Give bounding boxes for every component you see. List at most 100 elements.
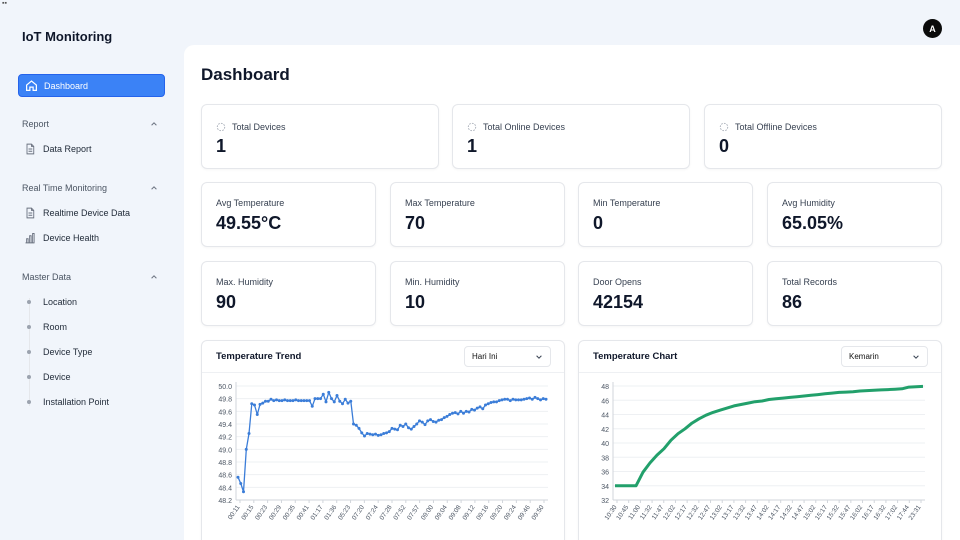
y-tick-label: 42 bbox=[601, 427, 609, 434]
data-point bbox=[250, 402, 254, 406]
chevron-up-icon bbox=[151, 186, 157, 190]
stat-card-total-offline-devices: Total Offline Devices 0 bbox=[704, 104, 942, 169]
data-point bbox=[294, 398, 298, 402]
period-select[interactable]: Hari Ini bbox=[464, 346, 551, 367]
data-point bbox=[536, 397, 540, 401]
y-tick-label: 50.0 bbox=[218, 384, 232, 391]
stat-value: 10 bbox=[405, 292, 426, 312]
data-point bbox=[393, 427, 397, 431]
data-point bbox=[495, 400, 498, 404]
sidebar-item-location[interactable]: Location bbox=[24, 297, 77, 307]
period-select[interactable]: Kemarin bbox=[841, 346, 928, 367]
data-point bbox=[503, 397, 507, 401]
stat-label: Min. Humidity bbox=[405, 277, 460, 287]
card-header: Temperature Chart Kemarin bbox=[579, 341, 941, 373]
y-tick-label: 48.6 bbox=[218, 473, 232, 480]
y-tick-label: 49.8 bbox=[218, 397, 232, 404]
x-tick-label: 09:12 bbox=[461, 504, 476, 522]
avatar[interactable]: A bbox=[923, 19, 942, 38]
y-tick-label: 34 bbox=[601, 484, 609, 491]
x-tick-label: 00:15 bbox=[240, 504, 255, 522]
sidebar-item-device-type[interactable]: Device Type bbox=[24, 347, 92, 357]
data-point bbox=[247, 432, 251, 435]
x-tick-label: 07:28 bbox=[379, 504, 394, 522]
x-tick-label: 00:35 bbox=[282, 504, 297, 522]
stat-card-door-opens: Door Opens 42154 bbox=[578, 261, 753, 326]
data-point bbox=[418, 419, 421, 423]
y-tick-label: 44 bbox=[601, 413, 609, 420]
data-point bbox=[390, 426, 394, 430]
data-point bbox=[308, 399, 311, 403]
data-point bbox=[365, 432, 369, 435]
data-point bbox=[451, 411, 454, 415]
data-point bbox=[442, 416, 446, 420]
data-point bbox=[456, 412, 460, 416]
chevron-down-icon bbox=[536, 355, 542, 359]
temperature-trend-card: Temperature Trend Hari Ini 50.0 49.8 49.6 4… bbox=[201, 340, 565, 540]
section-real-time-monitoring[interactable]: Real Time Monitoring bbox=[22, 183, 158, 193]
sidebar-item-installation-point[interactable]: Installation Point bbox=[24, 397, 109, 407]
data-point bbox=[514, 398, 518, 402]
data-point bbox=[528, 396, 531, 400]
data-point bbox=[327, 390, 331, 394]
data-point bbox=[371, 433, 375, 437]
stat-label: Total Records bbox=[782, 277, 838, 287]
sidebar-item-realtime-device-data[interactable]: Realtime Device Data bbox=[24, 207, 130, 219]
x-tick-label: 09:46 bbox=[517, 504, 532, 522]
data-point bbox=[525, 397, 529, 401]
chart-title: Temperature Trend bbox=[216, 351, 302, 362]
data-point bbox=[376, 433, 380, 437]
data-point bbox=[272, 399, 276, 403]
data-point bbox=[500, 398, 504, 402]
section-master-data[interactable]: Master Data bbox=[22, 272, 158, 282]
window-menu-icon: ▪▪ bbox=[2, 0, 7, 7]
data-point bbox=[387, 430, 391, 434]
sidebar-item-device-health[interactable]: Device Health bbox=[24, 232, 99, 244]
x-tick-label: 23:31 bbox=[908, 504, 923, 522]
sidebar-item-room[interactable]: Room bbox=[24, 322, 67, 332]
data-point bbox=[522, 397, 526, 401]
data-point bbox=[530, 397, 534, 401]
stat-card-avg-humidity: Avg Humidity 65.05% bbox=[767, 182, 942, 247]
x-tick-label: 09:08 bbox=[448, 504, 463, 522]
stat-value: 0 bbox=[719, 136, 730, 156]
stat-label: Total Devices bbox=[232, 122, 286, 132]
data-point bbox=[484, 403, 487, 407]
y-tick-label: 48.8 bbox=[218, 460, 232, 467]
x-tick-label: 07:20 bbox=[351, 504, 366, 522]
data-point bbox=[407, 426, 410, 430]
y-tick-label: 49.6 bbox=[218, 409, 232, 416]
sidebar-item-device[interactable]: Device bbox=[24, 372, 71, 382]
data-point bbox=[352, 422, 355, 426]
data-point bbox=[486, 402, 490, 406]
data-point bbox=[332, 400, 336, 404]
data-point bbox=[297, 399, 300, 403]
data-point bbox=[382, 432, 386, 435]
x-tick-label: 05:23 bbox=[337, 504, 352, 522]
y-tick-label: 38 bbox=[601, 455, 609, 462]
stat-card-avg-temperature: Avg Temperature 49.55°C bbox=[201, 182, 376, 247]
data-point bbox=[398, 423, 402, 427]
data-point bbox=[401, 425, 405, 429]
sidebar-item-data-report[interactable]: Data Report bbox=[24, 143, 92, 155]
stat-label: Max. Humidity bbox=[216, 277, 274, 287]
data-point bbox=[236, 475, 240, 479]
y-tick-label: 32 bbox=[601, 498, 609, 505]
data-point bbox=[409, 427, 413, 431]
data-point bbox=[462, 411, 465, 415]
data-point bbox=[473, 408, 476, 412]
data-point bbox=[475, 406, 479, 410]
data-point bbox=[264, 399, 267, 403]
chevron-down-icon bbox=[913, 355, 919, 359]
data-point bbox=[266, 399, 270, 403]
stat-label: Total Offline Devices bbox=[735, 122, 817, 132]
y-tick-label: 49.4 bbox=[218, 422, 232, 429]
bullet-icon bbox=[27, 375, 31, 379]
x-tick-label: 09:20 bbox=[489, 504, 504, 522]
sidebar-item-dashboard[interactable]: Dashboard bbox=[18, 74, 165, 97]
x-tick-label: 00:23 bbox=[254, 504, 269, 522]
data-point bbox=[478, 405, 482, 409]
data-point bbox=[396, 428, 399, 432]
data-point bbox=[244, 447, 248, 451]
section-report[interactable]: Report bbox=[22, 119, 158, 129]
